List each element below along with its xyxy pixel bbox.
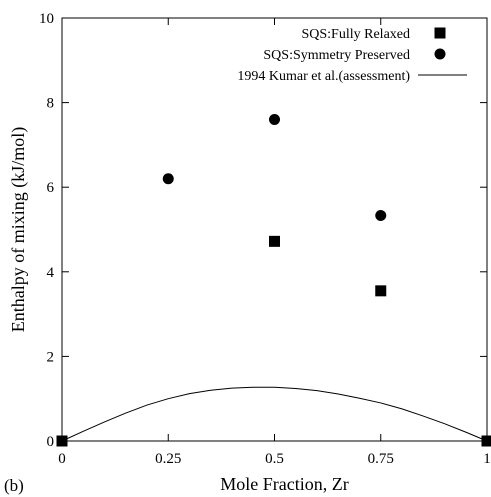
legend-marker (434, 27, 446, 39)
x-tick-label: 1 (483, 451, 491, 467)
symmetry-preserved-point (375, 210, 387, 222)
symmetry-preserved-point (162, 173, 174, 185)
y-tick-label: 8 (47, 96, 55, 112)
symmetry-preserved-point (269, 114, 280, 126)
legend: SQS:Fully Relaxed SQS:Symmetry Preserved 1… (237, 27, 467, 84)
y-tick-label: 0 (47, 434, 55, 450)
fully-relaxed-point (56, 435, 68, 447)
y-tick-label: 6 (47, 180, 55, 196)
legend-label: SQS:Fully Relaxed (301, 27, 410, 42)
y-tick-label: 2 (47, 349, 55, 365)
x-axis-label: Mole Fraction, Zr (220, 474, 348, 494)
assessment-curve (61, 386, 488, 442)
marker-layer (56, 114, 491, 447)
y-tick-label: 4 (47, 265, 55, 281)
panel-label: (b) (4, 476, 24, 495)
legend-label: SQS:Symmetry Preserved (263, 48, 410, 63)
y-tick-label: 10 (39, 11, 54, 27)
fully-relaxed-point (375, 285, 387, 297)
fully-relaxed-point (481, 435, 491, 447)
fully-relaxed-point (269, 235, 280, 247)
x-tick-label: 0.75 (368, 451, 394, 467)
x-tick-label: 0 (58, 451, 66, 467)
legend-marker (434, 48, 446, 60)
legend-label: 1994 Kumar et al.(assessment) (237, 69, 410, 84)
x-tick-label: 0.5 (265, 451, 284, 467)
x-tick-label: 0.25 (155, 451, 181, 467)
curve-layer (61, 386, 488, 442)
y-axis-label: Enthalpy of mixing (kJ/mol) (8, 127, 29, 332)
